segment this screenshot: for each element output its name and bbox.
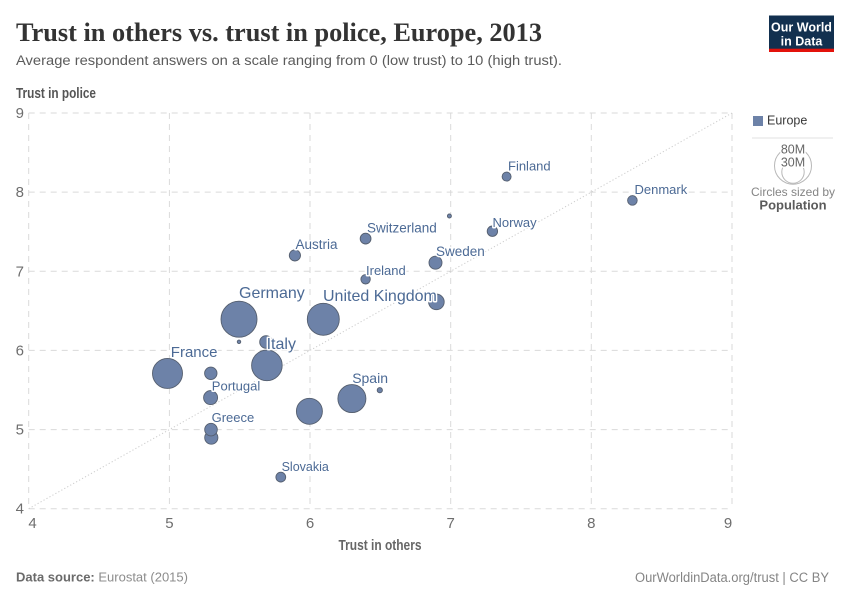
svg-text:9: 9 (16, 105, 24, 122)
svg-text:7: 7 (16, 263, 24, 280)
svg-text:6: 6 (16, 342, 24, 359)
svg-text:Denmark: Denmark (635, 182, 688, 197)
svg-text:France: France (171, 344, 218, 361)
svg-text:5: 5 (16, 422, 24, 439)
svg-text:Switzerland: Switzerland (367, 221, 437, 236)
svg-text:Ireland: Ireland (366, 263, 406, 278)
svg-text:4: 4 (16, 501, 24, 518)
svg-text:Average respondent answers on: Average respondent answers on a scale ra… (16, 53, 562, 68)
svg-text:Germany: Germany (239, 285, 305, 302)
svg-text:4: 4 (28, 515, 36, 532)
svg-text:Data source: Eurostat (2015): Data source: Eurostat (2015) (16, 569, 188, 584)
svg-text:Slovakia: Slovakia (282, 460, 329, 474)
svg-text:Spain: Spain (352, 370, 388, 386)
svg-text:6: 6 (306, 515, 314, 532)
svg-text:80M: 80M (781, 143, 805, 157)
svg-text:Population: Population (759, 198, 826, 213)
svg-text:Trust in others vs. trust in p: Trust in others vs. trust in police, Eur… (16, 17, 542, 47)
svg-text:Greece: Greece (212, 410, 255, 425)
svg-text:Norway: Norway (493, 215, 538, 230)
svg-text:Portugal: Portugal (212, 379, 261, 394)
svg-text:Finland: Finland (508, 159, 551, 174)
svg-text:Trust in police: Trust in police (16, 85, 96, 102)
svg-text:Circles sized by: Circles sized by (751, 185, 835, 199)
svg-text:United Kingdom: United Kingdom (323, 288, 437, 305)
svg-text:8: 8 (587, 515, 595, 532)
svg-text:Austria: Austria (296, 237, 339, 252)
svg-text:Sweden: Sweden (436, 244, 485, 259)
svg-text:OurWorldinData.org/trust | CC: OurWorldinData.org/trust | CC BY (635, 570, 829, 585)
svg-text:Italy: Italy (267, 336, 296, 353)
svg-text:Our World: Our World (771, 21, 832, 35)
svg-text:Trust in others: Trust in others (339, 538, 422, 554)
svg-text:8: 8 (16, 184, 24, 201)
svg-text:30M: 30M (781, 156, 805, 170)
svg-text:Europe: Europe (767, 114, 807, 128)
svg-text:7: 7 (447, 515, 455, 532)
svg-text:in Data: in Data (781, 35, 824, 49)
svg-text:9: 9 (724, 515, 732, 532)
svg-text:5: 5 (165, 515, 173, 532)
